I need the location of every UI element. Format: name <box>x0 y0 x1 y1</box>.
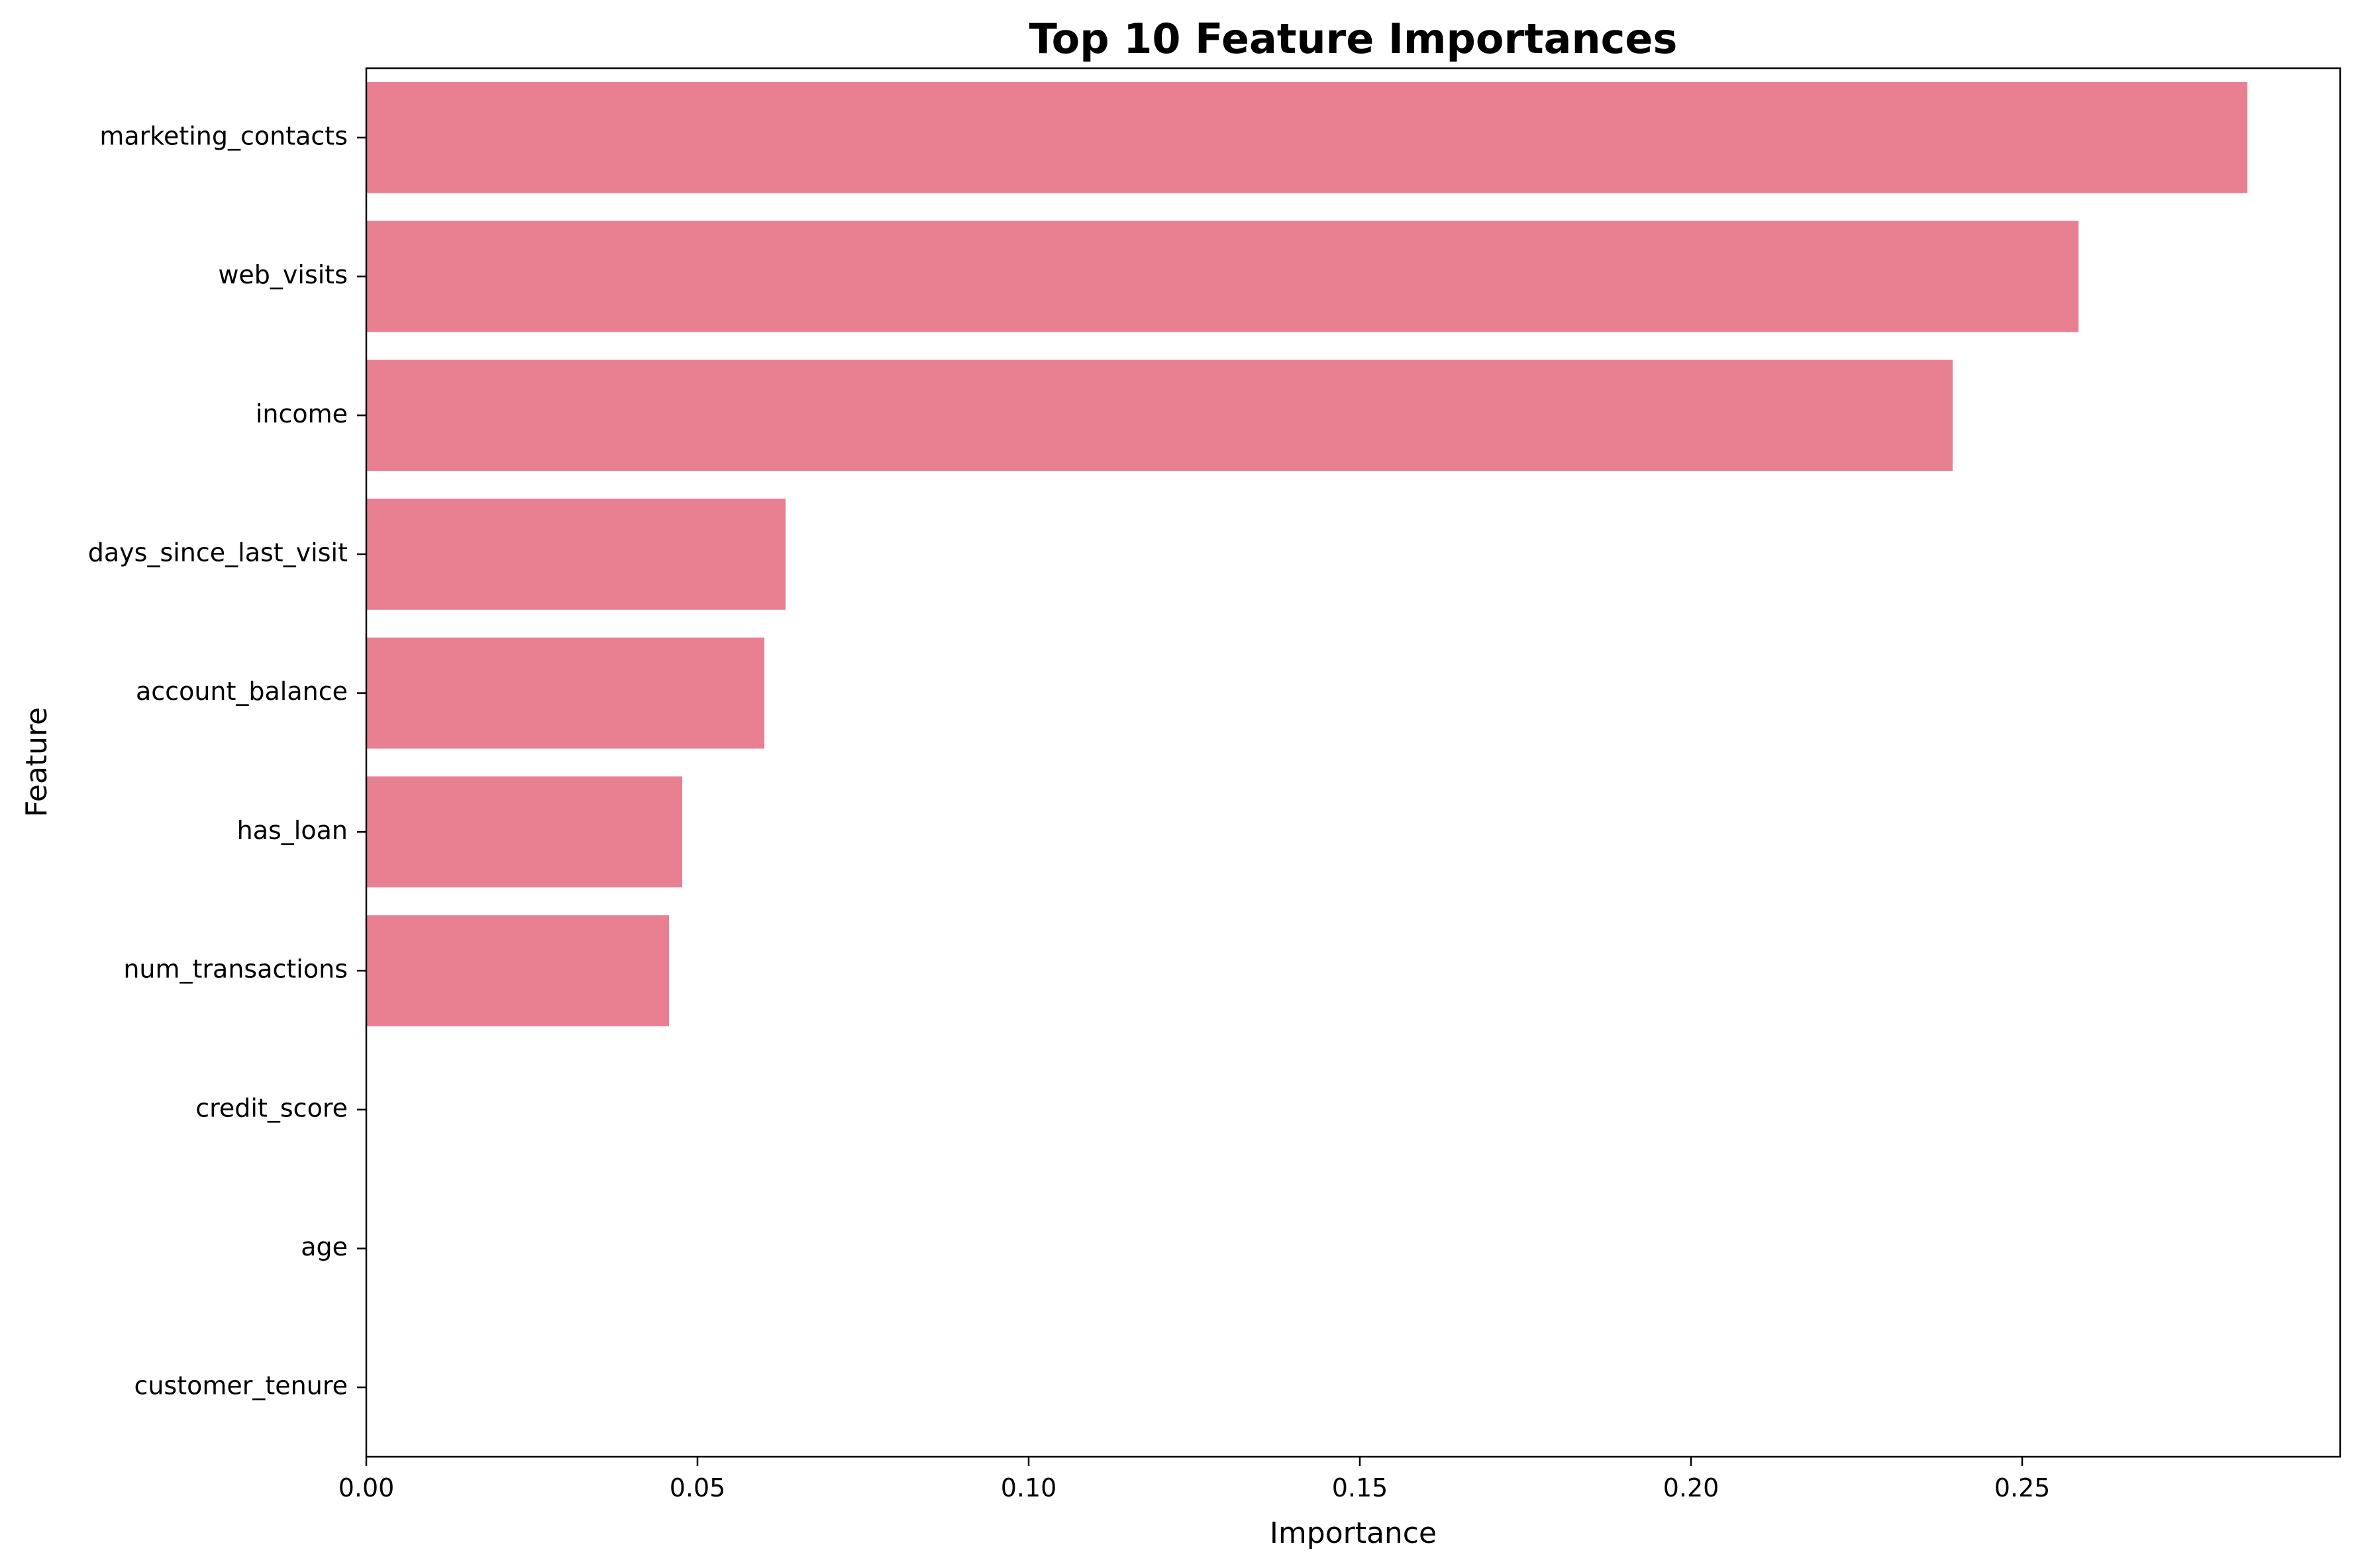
chart-title: Top 10 Feature Importances <box>1029 15 1678 63</box>
x-tick-label: 0.00 <box>338 1473 395 1502</box>
bar-has-loan <box>366 776 682 888</box>
y-tick-label: web_visits <box>218 260 348 289</box>
x-tick-label: 0.20 <box>1663 1473 1719 1502</box>
y-tick-label: customer_tenure <box>134 1371 348 1400</box>
bar-marketing-contacts <box>366 81 2247 193</box>
y-tick-label: has_loan <box>237 816 348 845</box>
x-tick-label: 0.05 <box>670 1473 726 1502</box>
y-tick-label: marketing_contacts <box>99 121 348 150</box>
y-tick-label: num_transactions <box>123 955 348 984</box>
bar-days-since-last-visit <box>366 499 786 610</box>
bar-income <box>366 360 1953 471</box>
y-tick-label: account_balance <box>136 677 348 706</box>
y-tick-label: days_since_last_visit <box>88 538 348 567</box>
bars-group <box>366 81 2247 1026</box>
bar-num-transactions <box>366 915 669 1026</box>
bar-account-balance <box>366 637 764 749</box>
plot-frame <box>365 67 2341 1458</box>
y-axis-label: Feature <box>20 707 54 817</box>
x-axis-ticks: 0.00 0.05 0.10 0.15 0.20 0.25 <box>338 1457 2051 1502</box>
x-axis-label: Importance <box>1270 1516 1437 1550</box>
y-tick-label: credit_score <box>195 1093 348 1122</box>
x-tick-label: 0.10 <box>1001 1473 1057 1502</box>
x-tick-label: 0.25 <box>1994 1473 2051 1502</box>
y-tick-label: age <box>301 1232 348 1261</box>
y-tick-label: income <box>256 399 348 428</box>
x-tick-label: 0.15 <box>1332 1473 1388 1502</box>
bar-web-visits <box>366 220 2078 332</box>
